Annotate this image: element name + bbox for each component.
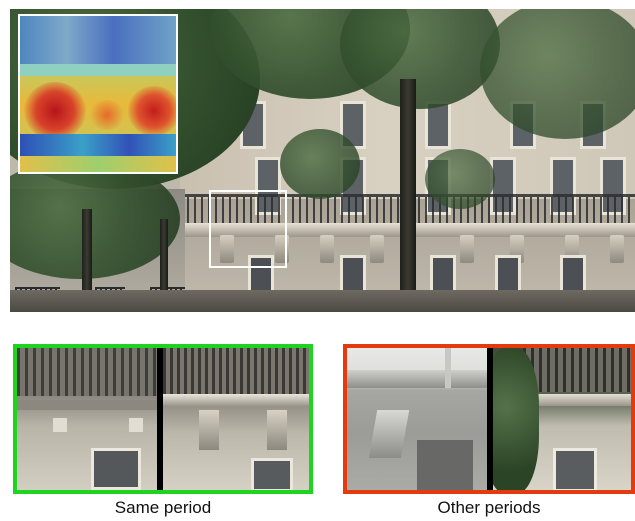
patch-window	[553, 448, 597, 490]
heatmap-hotspot	[90, 100, 124, 130]
heatmap-inset	[18, 14, 178, 174]
patch-ledge	[347, 370, 487, 388]
patch-railing	[523, 348, 631, 392]
patch-right	[163, 348, 309, 490]
same-period-caption: Same period	[114, 498, 212, 517]
selection-box	[209, 190, 287, 268]
tree-trunk	[160, 219, 168, 312]
patch-ledge	[17, 400, 157, 410]
patch-bracket	[199, 410, 219, 450]
patch-bracket	[53, 418, 67, 432]
patch-bracket	[368, 410, 410, 458]
other-periods-caption: Other periods	[437, 498, 541, 517]
tree-canopy	[340, 9, 500, 109]
window	[340, 101, 366, 149]
patch-divider	[487, 348, 493, 490]
patch-ledge	[163, 394, 309, 406]
corbel	[220, 235, 234, 263]
same-period-patches	[13, 344, 313, 494]
patch-left	[17, 348, 157, 490]
window	[425, 101, 451, 149]
patch-doorway	[417, 440, 473, 490]
patch-bracket	[267, 410, 287, 450]
patch-pipe	[445, 348, 451, 388]
patch-foliage	[493, 348, 539, 490]
heatmap-band	[20, 64, 176, 78]
corbel	[460, 235, 474, 263]
patch-railing	[163, 348, 309, 394]
heatmap-hotspot	[24, 82, 86, 140]
tree-trunk	[82, 209, 92, 312]
tree-canopy	[280, 129, 360, 199]
patch-left	[347, 348, 487, 490]
corbel	[610, 235, 624, 263]
corbel	[370, 235, 384, 263]
other-periods-patches	[343, 344, 635, 494]
patch-window	[91, 448, 141, 490]
patch-right	[493, 348, 631, 490]
main-street-photo	[10, 9, 635, 312]
patch-railing	[17, 348, 157, 396]
patch-bracket	[129, 418, 143, 432]
street	[10, 290, 635, 312]
patch-window	[251, 458, 293, 490]
tree-trunk	[400, 79, 416, 312]
patch-divider	[157, 348, 163, 490]
tree-canopy	[480, 9, 635, 139]
heatmap-band	[20, 156, 176, 172]
tree-canopy	[425, 149, 495, 209]
corbel	[320, 235, 334, 263]
heatmap-hotspot	[128, 86, 176, 136]
tree-canopy	[10, 159, 180, 279]
